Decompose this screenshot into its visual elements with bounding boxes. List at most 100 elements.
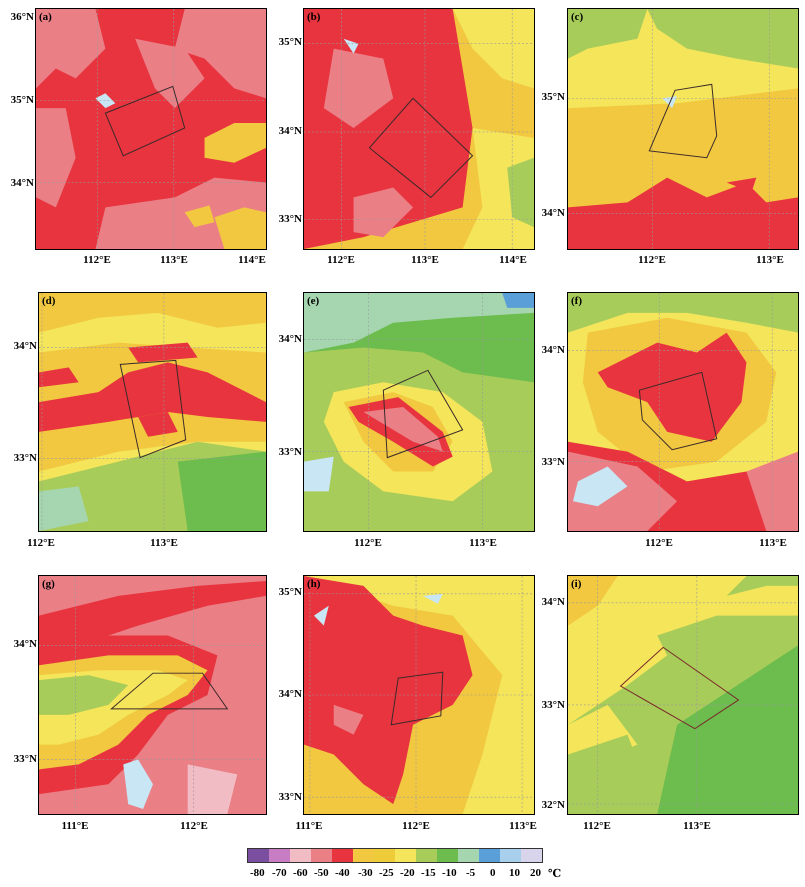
cloud-top-temperature-map-b bbox=[304, 9, 534, 249]
y-tick: 34°N bbox=[541, 344, 565, 356]
colorbar-cell bbox=[458, 849, 479, 862]
x-tick: 113°E bbox=[160, 254, 188, 266]
y-tick: 33°N bbox=[541, 699, 565, 711]
y-tick: 35°N bbox=[278, 36, 302, 48]
y-tick: 33°N bbox=[278, 213, 302, 225]
map-panel-e: (e) bbox=[303, 292, 535, 532]
colorbar-label: -40 bbox=[335, 867, 350, 879]
y-tick: 34°N bbox=[13, 340, 37, 352]
colorbar-cell bbox=[479, 849, 500, 862]
map-panel-f: (f) bbox=[567, 292, 799, 532]
colorbar-label: -60 bbox=[293, 867, 308, 879]
x-tick: 113°E bbox=[759, 537, 787, 549]
colorbar bbox=[247, 848, 543, 863]
x-tick: 113°E bbox=[150, 537, 178, 549]
x-tick: 113°E bbox=[756, 254, 784, 266]
x-tick: 112°E bbox=[583, 820, 611, 832]
y-tick: 34°N bbox=[13, 638, 37, 650]
x-tick: 112°E bbox=[638, 254, 666, 266]
y-tick: 35°N bbox=[10, 94, 34, 106]
panel-label: (d) bbox=[42, 295, 56, 307]
map-panel-d: (d) bbox=[38, 292, 267, 532]
x-tick: 113°E bbox=[509, 820, 537, 832]
colorbar-label: -70 bbox=[272, 867, 287, 879]
x-tick: 112°E bbox=[645, 537, 673, 549]
x-tick: 114°E bbox=[499, 254, 527, 266]
panel-label: (f) bbox=[571, 295, 582, 307]
colorbar-cell bbox=[416, 849, 437, 862]
y-tick: 33°N bbox=[13, 753, 37, 765]
x-tick: 113°E bbox=[683, 820, 711, 832]
colorbar-label: -10 bbox=[442, 867, 457, 879]
y-tick: 35°N bbox=[541, 91, 565, 103]
colorbar-cell bbox=[332, 849, 353, 862]
panel-label: (b) bbox=[307, 11, 321, 23]
cloud-top-temperature-map-h bbox=[304, 576, 534, 814]
panel-label: (c) bbox=[571, 11, 584, 23]
x-tick: 112°E bbox=[27, 537, 55, 549]
x-tick: 114°E bbox=[238, 254, 266, 266]
colorbar-label: -30 bbox=[358, 867, 373, 879]
panel-label: (e) bbox=[307, 295, 320, 307]
colorbar-cell bbox=[395, 849, 416, 862]
y-tick: 34°N bbox=[541, 207, 565, 219]
cloud-top-temperature-map-c bbox=[568, 9, 798, 249]
colorbar-label: -80 bbox=[250, 867, 265, 879]
colorbar-label: -50 bbox=[314, 867, 329, 879]
colorbar-cell bbox=[290, 849, 311, 862]
y-tick: 34°N bbox=[278, 688, 302, 700]
cloud-top-temperature-map-i bbox=[568, 576, 798, 814]
map-panel-h: (h) bbox=[303, 575, 535, 815]
y-tick: 33°N bbox=[13, 452, 37, 464]
x-tick: 113°E bbox=[411, 254, 439, 266]
colorbar-label: 10 bbox=[509, 867, 520, 879]
x-tick: 112°E bbox=[180, 820, 208, 832]
colorbar-label: -15 bbox=[421, 867, 436, 879]
colorbar-cell bbox=[374, 849, 395, 862]
colorbar-cell bbox=[248, 849, 269, 862]
x-tick: 112°E bbox=[354, 537, 382, 549]
colorbar-label: 20 bbox=[530, 867, 541, 879]
x-tick: 111°E bbox=[61, 820, 89, 832]
cloud-top-temperature-map-g bbox=[39, 576, 266, 814]
y-tick: 34°N bbox=[278, 333, 302, 345]
cloud-top-temperature-map-e bbox=[304, 293, 534, 531]
cloud-top-temperature-map-a bbox=[36, 9, 266, 249]
map-panel-a: (a) bbox=[35, 8, 267, 250]
colorbar-cell bbox=[437, 849, 458, 862]
panel-label: (g) bbox=[42, 578, 55, 590]
colorbar-label: 0 bbox=[490, 867, 496, 879]
colorbar-unit: ℃ bbox=[548, 868, 562, 880]
map-panel-g: (g) bbox=[38, 575, 267, 815]
y-tick: 32°N bbox=[541, 799, 565, 811]
y-tick: 33°N bbox=[278, 446, 302, 458]
map-panel-c: (c) bbox=[567, 8, 799, 250]
x-tick: 113°E bbox=[469, 537, 497, 549]
colorbar-label: -20 bbox=[400, 867, 415, 879]
x-tick: 112°E bbox=[327, 254, 355, 266]
panel-label: (i) bbox=[571, 578, 582, 590]
y-tick: 34°N bbox=[10, 177, 34, 189]
y-tick: 35°N bbox=[278, 586, 302, 598]
y-tick: 33°N bbox=[541, 456, 565, 468]
x-tick: 111°E bbox=[295, 820, 323, 832]
colorbar-cell bbox=[500, 849, 521, 862]
colorbar-label: -25 bbox=[379, 867, 394, 879]
panel-label: (a) bbox=[39, 11, 52, 23]
colorbar-cell bbox=[353, 849, 374, 862]
x-tick: 112°E bbox=[402, 820, 430, 832]
y-tick: 34°N bbox=[278, 125, 302, 137]
cloud-top-temperature-map-d bbox=[39, 293, 266, 531]
colorbar-cell bbox=[521, 849, 542, 862]
cloud-top-temperature-map-f bbox=[568, 293, 798, 531]
map-panel-i: (i) bbox=[567, 575, 799, 815]
colorbar-label: -5 bbox=[466, 867, 476, 879]
panel-label: (h) bbox=[307, 578, 321, 590]
y-tick: 36°N bbox=[10, 11, 34, 23]
map-panel-b: (b) bbox=[303, 8, 535, 250]
x-tick: 112°E bbox=[83, 254, 111, 266]
y-tick: 33°N bbox=[278, 791, 302, 803]
y-tick: 34°N bbox=[541, 596, 565, 608]
colorbar-cell bbox=[311, 849, 332, 862]
colorbar-cell bbox=[269, 849, 290, 862]
